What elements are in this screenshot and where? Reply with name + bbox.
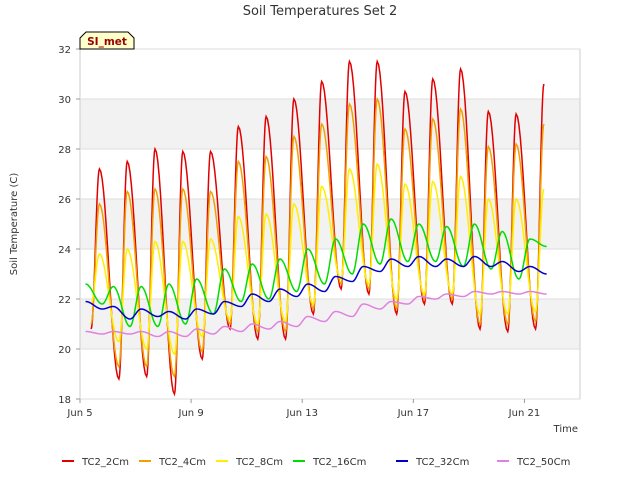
x-axis-label: Time <box>553 424 578 435</box>
grid-band <box>80 99 580 149</box>
series-line-TC2_16Cm <box>85 218 547 328</box>
legend: TC2_2Cm TC2_4Cm TC2_8Cm TC2_16Cm TC2_32Cm TC2… <box>62 457 570 468</box>
legend-label: TC2_16Cm <box>312 457 366 468</box>
legend-label: TC2_50Cm <box>516 457 570 468</box>
legend-label: TC2_2Cm <box>81 457 129 468</box>
y-axis-label: Soil Temperature (C) <box>9 173 20 276</box>
y-tick-label: 32 <box>58 45 71 56</box>
badge-label: SI_met <box>87 36 127 48</box>
y-tick-label: 22 <box>58 295 71 306</box>
badge-shape <box>79 31 135 50</box>
y-tick-label: 20 <box>58 345 71 356</box>
site-badge: SI_met <box>79 31 135 50</box>
legend-label: TC2_8Cm <box>235 457 283 468</box>
y-tick-label: 26 <box>58 195 71 206</box>
x-tick-label: Jun 17 <box>397 408 430 419</box>
x-tick-label: Jun 13 <box>285 408 318 419</box>
y-tick-label: 30 <box>58 95 71 106</box>
chart-title: Soil Temperatures Set 2 <box>243 4 398 19</box>
y-tick-label: 18 <box>58 395 71 406</box>
x-tick-label: Jun 9 <box>178 408 204 419</box>
y-tick-label: 28 <box>58 145 71 156</box>
x-tick-label: Jun 21 <box>508 408 541 419</box>
legend-label: TC2_32Cm <box>415 457 469 468</box>
y-tick-label: 24 <box>58 245 71 256</box>
series-line-TC2_32Cm <box>85 255 547 320</box>
legend-label: TC2_4Cm <box>158 457 206 468</box>
x-tick-label: Jun 5 <box>66 408 92 419</box>
series-line-TC2_50Cm <box>85 290 547 338</box>
series-line-TC2_4Cm <box>90 96 545 379</box>
